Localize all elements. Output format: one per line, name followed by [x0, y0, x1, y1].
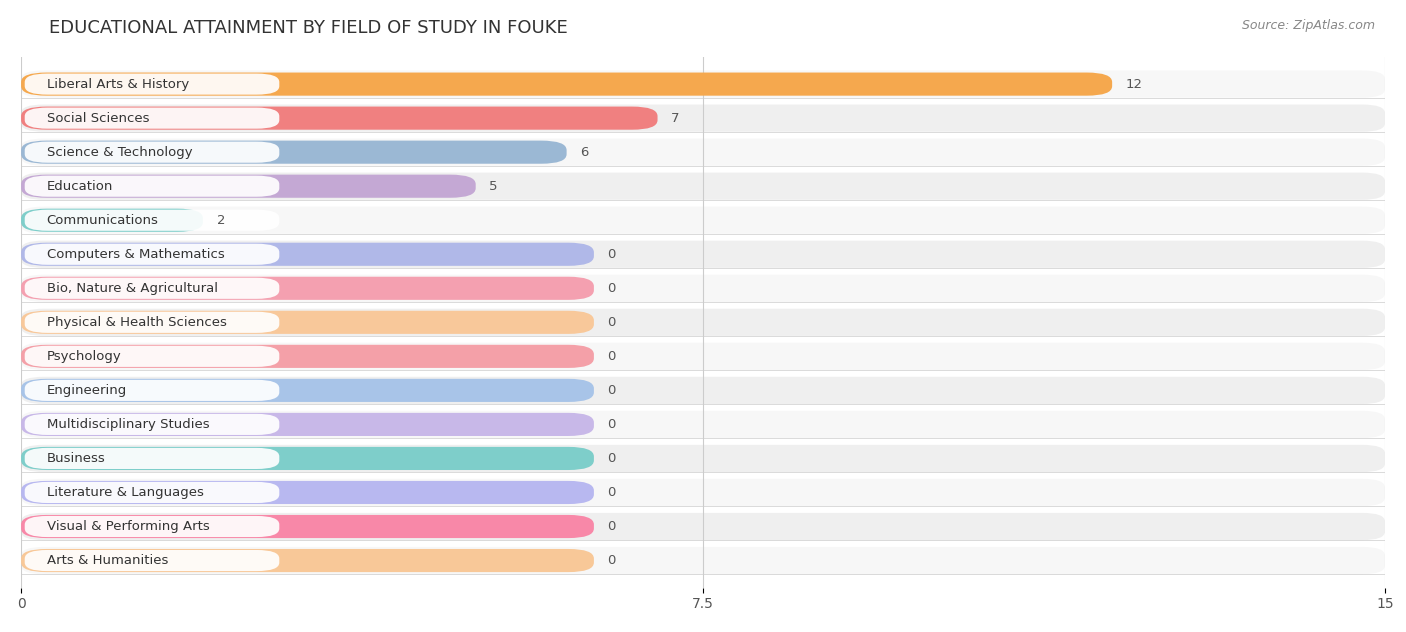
FancyBboxPatch shape: [25, 516, 280, 537]
FancyBboxPatch shape: [21, 547, 1385, 574]
FancyBboxPatch shape: [25, 312, 280, 333]
FancyBboxPatch shape: [21, 377, 1385, 404]
Text: Liberal Arts & History: Liberal Arts & History: [46, 78, 188, 90]
FancyBboxPatch shape: [21, 107, 658, 130]
FancyBboxPatch shape: [21, 308, 1385, 336]
Text: 12: 12: [1126, 78, 1143, 90]
FancyBboxPatch shape: [21, 140, 567, 164]
FancyBboxPatch shape: [21, 479, 1385, 506]
Text: EDUCATIONAL ATTAINMENT BY FIELD OF STUDY IN FOUKE: EDUCATIONAL ATTAINMENT BY FIELD OF STUDY…: [49, 19, 568, 37]
FancyBboxPatch shape: [21, 173, 1385, 200]
FancyBboxPatch shape: [21, 515, 593, 538]
FancyBboxPatch shape: [25, 414, 280, 435]
Text: Science & Technology: Science & Technology: [46, 145, 193, 159]
FancyBboxPatch shape: [21, 343, 1385, 370]
FancyBboxPatch shape: [25, 142, 280, 162]
Text: 0: 0: [607, 350, 616, 363]
Text: 6: 6: [581, 145, 589, 159]
FancyBboxPatch shape: [21, 174, 475, 198]
Text: 0: 0: [607, 248, 616, 261]
FancyBboxPatch shape: [25, 482, 280, 503]
Text: Social Sciences: Social Sciences: [46, 112, 149, 125]
FancyBboxPatch shape: [21, 379, 593, 402]
Text: 0: 0: [607, 282, 616, 295]
FancyBboxPatch shape: [21, 71, 1385, 98]
Text: Bio, Nature & Agricultural: Bio, Nature & Agricultural: [46, 282, 218, 295]
Text: Arts & Humanities: Arts & Humanities: [46, 554, 167, 567]
FancyBboxPatch shape: [21, 411, 1385, 438]
FancyBboxPatch shape: [21, 549, 593, 572]
Text: 2: 2: [217, 214, 225, 227]
FancyBboxPatch shape: [21, 104, 1385, 131]
FancyBboxPatch shape: [21, 447, 593, 470]
FancyBboxPatch shape: [21, 73, 1112, 95]
FancyBboxPatch shape: [21, 513, 1385, 540]
FancyBboxPatch shape: [21, 243, 593, 266]
FancyBboxPatch shape: [25, 210, 280, 231]
FancyBboxPatch shape: [21, 345, 593, 368]
FancyBboxPatch shape: [21, 445, 1385, 472]
Text: Source: ZipAtlas.com: Source: ZipAtlas.com: [1241, 19, 1375, 32]
FancyBboxPatch shape: [25, 244, 280, 265]
Text: 0: 0: [607, 520, 616, 533]
Text: 7: 7: [671, 112, 679, 125]
FancyBboxPatch shape: [21, 241, 1385, 268]
Text: Multidisciplinary Studies: Multidisciplinary Studies: [46, 418, 209, 431]
FancyBboxPatch shape: [21, 413, 593, 436]
Text: 5: 5: [489, 179, 498, 193]
Text: Communications: Communications: [46, 214, 159, 227]
FancyBboxPatch shape: [25, 107, 280, 129]
FancyBboxPatch shape: [21, 207, 1385, 234]
Text: Computers & Mathematics: Computers & Mathematics: [46, 248, 225, 261]
FancyBboxPatch shape: [25, 550, 280, 571]
FancyBboxPatch shape: [21, 277, 593, 300]
Text: Education: Education: [46, 179, 112, 193]
Text: Visual & Performing Arts: Visual & Performing Arts: [46, 520, 209, 533]
Text: 0: 0: [607, 554, 616, 567]
FancyBboxPatch shape: [21, 138, 1385, 166]
FancyBboxPatch shape: [25, 448, 280, 469]
FancyBboxPatch shape: [21, 275, 1385, 302]
Text: Literature & Languages: Literature & Languages: [46, 486, 204, 499]
FancyBboxPatch shape: [25, 380, 280, 401]
FancyBboxPatch shape: [21, 209, 202, 232]
Text: 0: 0: [607, 452, 616, 465]
FancyBboxPatch shape: [25, 277, 280, 299]
Text: 0: 0: [607, 486, 616, 499]
Text: 0: 0: [607, 384, 616, 397]
FancyBboxPatch shape: [25, 346, 280, 367]
Text: Business: Business: [46, 452, 105, 465]
FancyBboxPatch shape: [21, 311, 593, 334]
Text: Engineering: Engineering: [46, 384, 127, 397]
FancyBboxPatch shape: [25, 73, 280, 95]
FancyBboxPatch shape: [25, 176, 280, 197]
Text: Physical & Health Sciences: Physical & Health Sciences: [46, 316, 226, 329]
Text: Psychology: Psychology: [46, 350, 121, 363]
Text: 0: 0: [607, 418, 616, 431]
FancyBboxPatch shape: [21, 481, 593, 504]
Text: 0: 0: [607, 316, 616, 329]
